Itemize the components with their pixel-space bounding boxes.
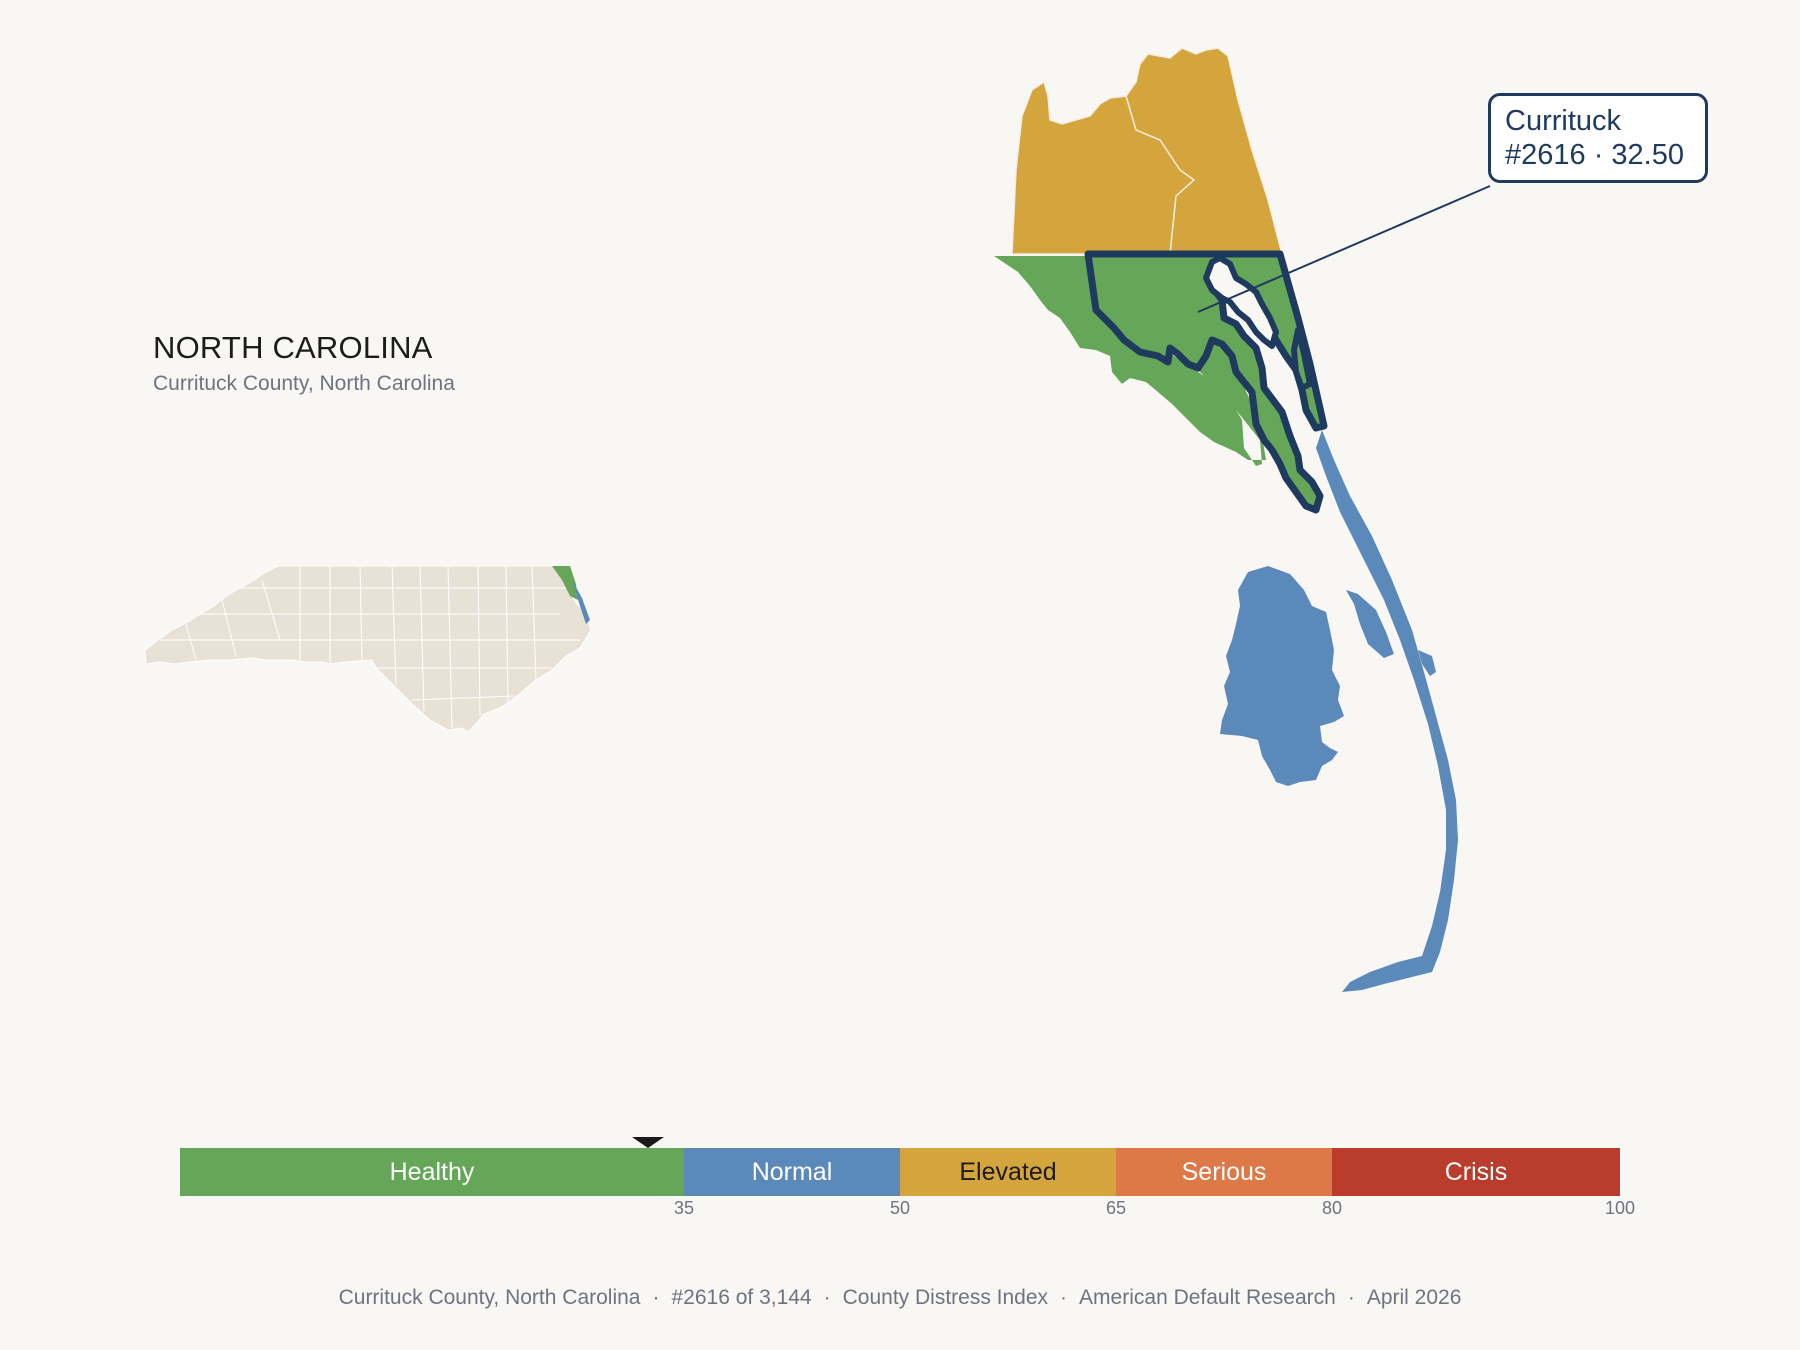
footer: Currituck County, North Carolina · #2616 o… bbox=[0, 1286, 1800, 1310]
scale-segment-healthy: Healthy bbox=[180, 1148, 684, 1196]
distress-scale: Healthy Normal Elevated Serious Crisis bbox=[180, 1148, 1620, 1196]
neighbor-county-elevated bbox=[1011, 47, 1283, 255]
neighbor-boundary bbox=[1125, 95, 1196, 255]
neighbor-islet-1 bbox=[1346, 590, 1394, 658]
neighbor-county-normal-island bbox=[1220, 566, 1344, 786]
scale-tick-label: 35 bbox=[673, 1198, 695, 1218]
footer-separator: · bbox=[823, 1286, 831, 1309]
footer-publisher: American Default Research bbox=[1079, 1286, 1336, 1309]
currituck-county-inner-outline bbox=[1203, 255, 1279, 349]
state-title: NORTH CAROLINA bbox=[153, 330, 433, 365]
inset-neighbor-blue bbox=[572, 580, 590, 624]
neighbor-islet-2 bbox=[1418, 650, 1436, 676]
state-subtitle: Currituck County, North Carolina bbox=[153, 372, 455, 395]
footer-county: Currituck County, North Carolina bbox=[338, 1286, 641, 1309]
neighbor-county-normal-strip bbox=[1316, 430, 1458, 992]
callout-county-name: Currituck bbox=[1505, 105, 1622, 137]
footer-rank: #2616 of 3,144 bbox=[671, 1286, 812, 1309]
scale-tick-label: 50 bbox=[889, 1198, 911, 1218]
state-county-lines bbox=[160, 565, 580, 729]
footer-separator: · bbox=[1060, 1286, 1068, 1309]
scale-tick-label: 65 bbox=[1105, 1198, 1127, 1218]
score-marker bbox=[632, 1137, 664, 1148]
scale-segment-serious: Serious bbox=[1116, 1148, 1332, 1196]
scale-segment-normal: Normal bbox=[684, 1148, 900, 1196]
scale-tick-label: 80 bbox=[1321, 1198, 1343, 1218]
footer-date: April 2026 bbox=[1366, 1286, 1462, 1309]
footer-separator: · bbox=[1347, 1286, 1355, 1309]
county-callout: Currituck #2616 · 32.50 bbox=[1488, 93, 1708, 183]
scale-segment-elevated: Elevated bbox=[900, 1148, 1116, 1196]
callout-rank-score: #2616 · 32.50 bbox=[1505, 139, 1684, 171]
scale-tick-label: 100 bbox=[1604, 1198, 1636, 1218]
scale-segment-crisis: Crisis bbox=[1332, 1148, 1620, 1196]
footer-separator: · bbox=[652, 1286, 660, 1309]
callout-leader-line bbox=[1197, 185, 1491, 313]
inset-county-highlight bbox=[552, 566, 578, 600]
currituck-county-island-outline bbox=[1291, 327, 1313, 391]
footer-index-name: County Distress Index bbox=[842, 1286, 1049, 1309]
